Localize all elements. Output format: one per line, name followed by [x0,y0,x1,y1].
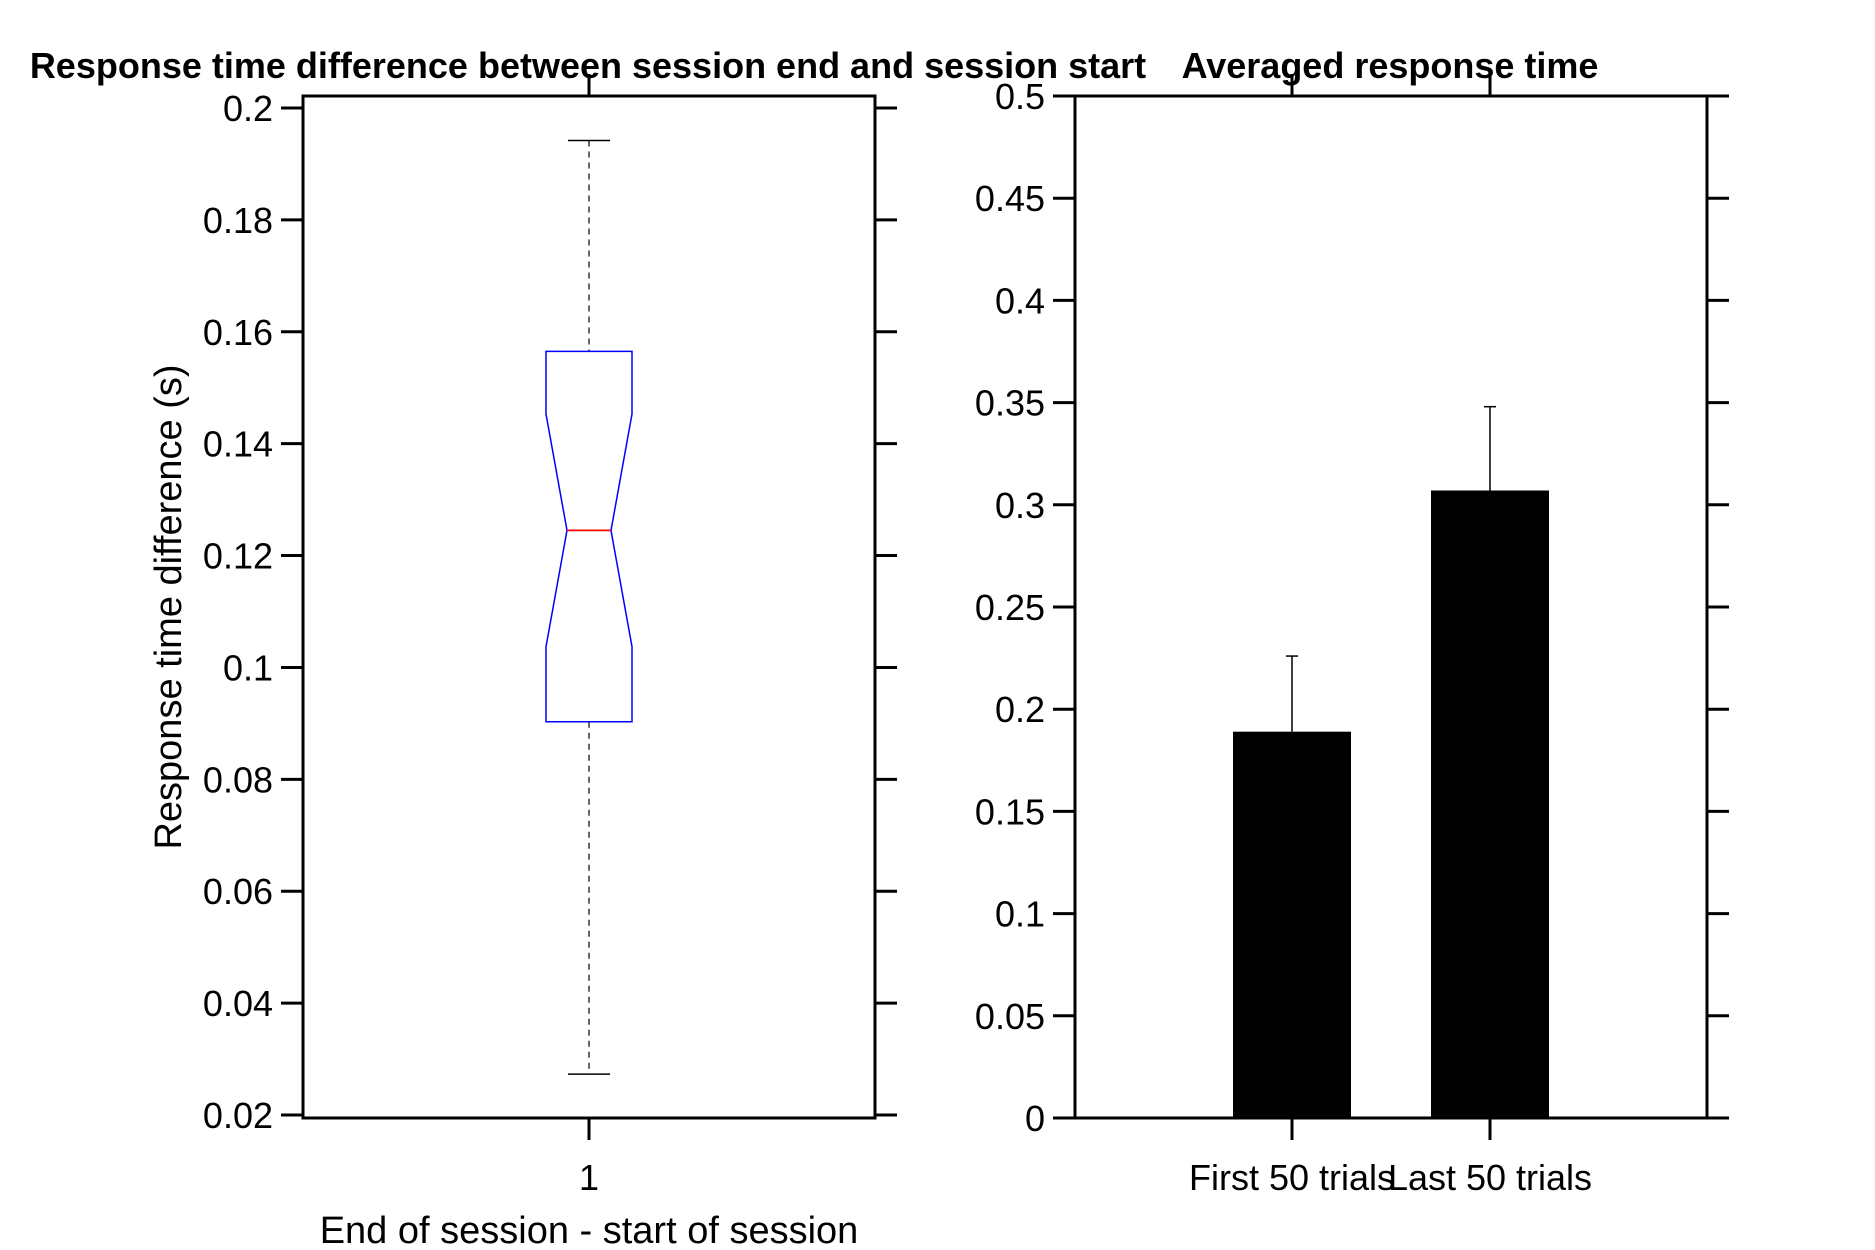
boxplot-y-ticks: 0.02 0.04 0.06 0.08 0.1 0.12 0.14 0.16 0.18 0.2 [203,88,897,1136]
boxplot-x-tick-label: 1 [579,1157,599,1198]
boxplot-y-tick-label: 0.2 [223,88,273,129]
bar [1431,490,1549,1118]
bar-chart-y-tick-label: 0.5 [995,76,1045,117]
boxplot-y-tick-label: 0.16 [203,312,273,353]
bar [1233,731,1351,1118]
boxplot-y-tick-label: 0.1 [223,647,273,688]
bar-chart-y-tick-label: 0.45 [975,178,1045,219]
boxplot-box [545,139,633,1075]
bar-chart-y-tick-label: 0 [1025,1098,1045,1139]
bar-chart-y-tick-label: 0.35 [975,383,1045,424]
boxplot-y-tick-label: 0.12 [203,536,273,577]
boxplot-x-ticks: 1 [579,74,599,1198]
boxplot-y-tick-label: 0.08 [203,759,273,800]
bar-chart: Averaged response time 0 0.05 0.1 0.15 0.2 0.… [975,45,1729,1198]
boxplot-chart: Response time difference between session… [30,45,1146,1250]
bar-chart-y-tick-label: 0.2 [995,689,1045,730]
bar-chart-y-ticks: 0 0.05 0.1 0.15 0.2 0.25 0.3 0.35 0.4 0.45 0.5 [975,76,1729,1139]
bar-chart-y-tick-label: 0.15 [975,791,1045,832]
boxplot-y-tick-label: 0.04 [203,983,273,1024]
bar-chart-y-tick-label: 0.1 [995,894,1045,935]
bar-chart-axes-frame [1073,94,1709,1120]
bar-chart-y-tick-label: 0.4 [995,280,1045,321]
boxplot-y-tick-label: 0.06 [203,871,273,912]
boxplot-y-tick-label: 0.02 [203,1095,273,1136]
bar-chart-bars [1233,405,1549,1118]
boxplot-x-axis-label: End of session - start of session [320,1210,859,1250]
boxplot-y-tick-label: 0.18 [203,200,273,241]
boxplot-notched-box [545,350,633,723]
bar-chart-y-tick-label: 0.3 [995,485,1045,526]
bar-chart-x-tick-label: Last 50 trials [1388,1157,1592,1198]
bar-chart-title: Averaged response time [1182,45,1599,86]
bar-chart-y-tick-label: 0.25 [975,587,1045,628]
bar-chart-x-tick-label: First 50 trials [1189,1157,1395,1198]
boxplot-y-axis-label: Response time difference (s) [148,364,190,849]
bar-chart-y-tick-label: 0.05 [975,996,1045,1037]
boxplot-y-tick-label: 0.14 [203,424,273,465]
